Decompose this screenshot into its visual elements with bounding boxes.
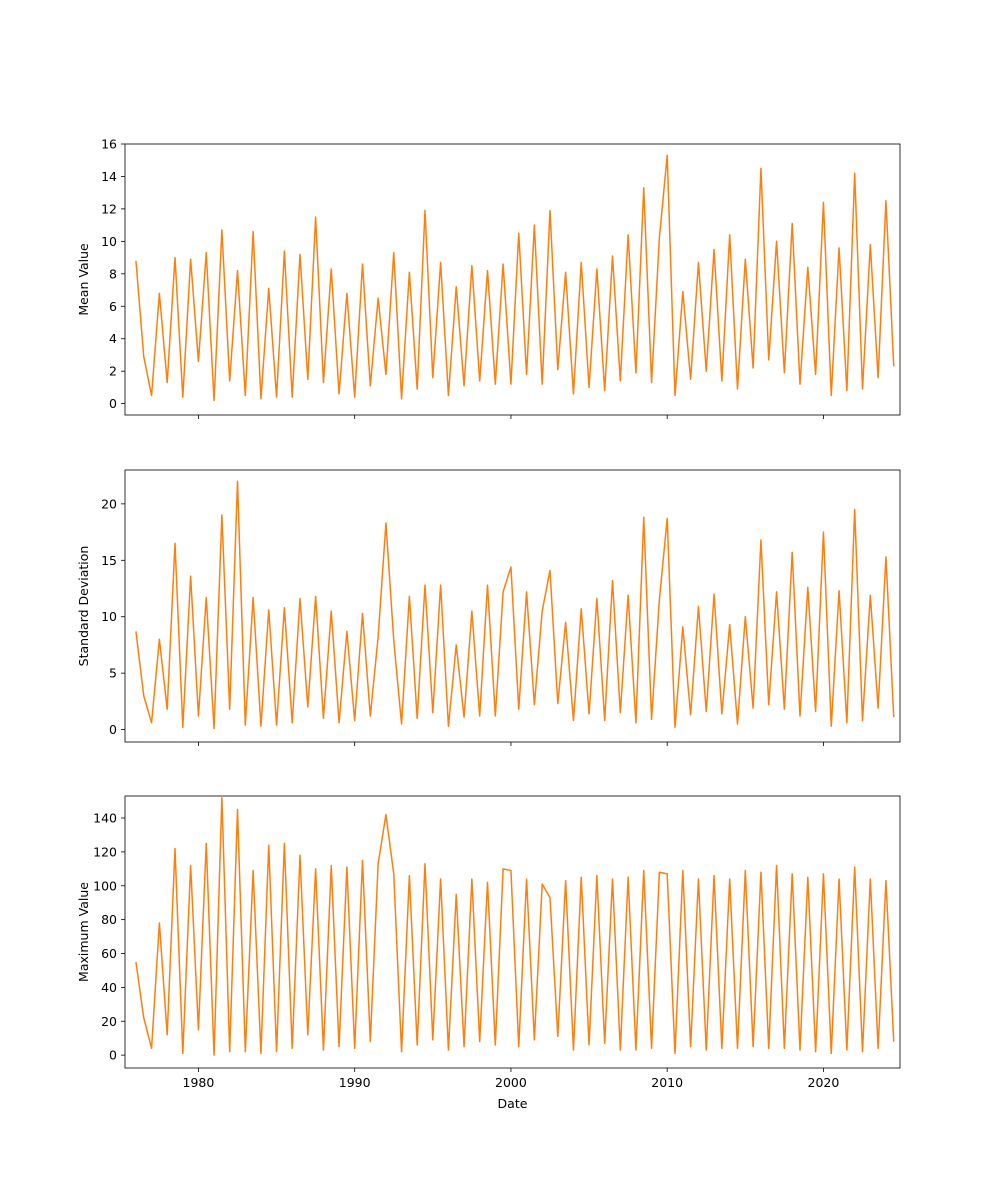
y-tick-label: 8 — [109, 266, 117, 281]
y-tick-label: 120 — [93, 844, 117, 859]
series-line — [135, 154, 895, 402]
panel-3: 0 20 40 60 80 100 120 140 1980 1990 2000 2010 2020 Ma… — [76, 795, 901, 1111]
y-tick-label: 0 — [109, 722, 117, 737]
y-tick-label: 0 — [109, 1048, 117, 1063]
y-tick-label: 10 — [101, 609, 117, 624]
y-tick-label: 14 — [101, 169, 117, 184]
y-tick-label: 80 — [101, 912, 117, 927]
y-tick-label: 40 — [101, 980, 117, 995]
y-tick-label: 0 — [109, 396, 117, 411]
x-tick-label: 2010 — [651, 1075, 683, 1090]
y-tick-label: 4 — [109, 331, 117, 346]
x-axis-label: Date — [498, 1096, 528, 1111]
y-tick-label: 16 — [101, 137, 117, 152]
y-tick-label: 10 — [101, 234, 117, 249]
x-tick-label: 1990 — [339, 1075, 371, 1090]
series-line — [135, 796, 895, 1056]
data-points — [135, 797, 894, 1056]
series-line — [135, 480, 895, 730]
axes-frame — [124, 143, 901, 416]
y-axis-label: Standard Deviation — [76, 546, 91, 667]
data-points — [135, 481, 894, 729]
y-tick-label: 60 — [101, 946, 117, 961]
x-tick-label: 2020 — [808, 1075, 840, 1090]
panel-2: 0 5 10 15 20 Standard Deviation — [76, 469, 901, 746]
axes-frame — [124, 795, 901, 1069]
axes-frame — [124, 469, 901, 743]
y-tick-label: 20 — [101, 1014, 117, 1029]
y-tick-label: 5 — [109, 666, 117, 681]
x-tick-label: 1980 — [183, 1075, 215, 1090]
y-tick-label: 15 — [101, 553, 117, 568]
y-tick-label: 100 — [93, 878, 117, 893]
y-tick-label: 6 — [109, 299, 117, 314]
y-axis-label: Maximum Value — [76, 882, 91, 982]
data-points — [135, 155, 894, 401]
y-tick-label: 2 — [109, 364, 117, 379]
y-tick-label: 20 — [101, 496, 117, 511]
y-tick-label: 140 — [93, 811, 117, 826]
panel-1: 0 2 4 6 8 10 12 14 16 Mean Value — [76, 137, 901, 419]
y-axis-label: Mean Value — [76, 243, 91, 316]
y-tick-label: 12 — [101, 201, 117, 216]
x-tick-label: 2000 — [495, 1075, 527, 1090]
